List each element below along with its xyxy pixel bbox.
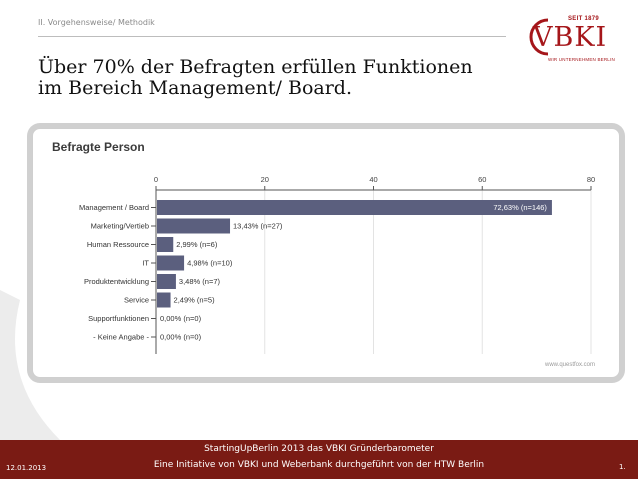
chart-watermark: www.questfox.com [545, 362, 596, 368]
bar [157, 218, 231, 234]
logo-tagline: WIR UNTERNEHMEN BERLIN [548, 57, 615, 62]
data-label: 0,00% (n=0) [160, 333, 202, 342]
data-label: 4,98% (n=10) [187, 259, 233, 268]
section-label: II. Vorgehensweise/ Methodik [38, 18, 155, 27]
logo-since: SEIT 1879 [568, 16, 600, 22]
footer-line-2: Eine Initiative von VBKI und Weberbank d… [153, 460, 485, 470]
category-label: - Keine Angabe - [93, 333, 149, 342]
x-tick-label: 20 [261, 175, 269, 184]
footer-line-1: StartingUpBerlin 2013 das VBKI Gründerba… [204, 444, 434, 454]
data-label: 2,99% (n=6) [176, 240, 218, 249]
vbki-logo-icon [529, 18, 549, 56]
bar [157, 200, 552, 215]
data-label: 0,00% (n=0) [160, 314, 202, 323]
x-tick-label: 60 [478, 175, 486, 184]
data-label: 3,48% (n=7) [179, 277, 221, 286]
category-label: Service [124, 296, 149, 305]
category-label: Supportfunktionen [88, 314, 149, 323]
header-divider [38, 36, 506, 37]
page-number: 1. [619, 463, 626, 471]
category-label: Produktentwicklung [84, 277, 149, 286]
category-label: Human Ressource [87, 240, 149, 249]
page-title-line-2: im Bereich Management/ Board. [38, 77, 353, 99]
x-tick-label: 80 [587, 175, 595, 184]
category-label: Management / Board [79, 203, 149, 212]
footer-bar [0, 440, 638, 479]
bar [157, 292, 171, 308]
bar [157, 274, 176, 289]
chart-title: Befragte Person [52, 140, 145, 154]
page-title: Über 70% der Befragten erfüllen Funktion… [38, 57, 473, 99]
data-label: 2,49% (n=5) [174, 296, 216, 305]
logo-text: VBKI [533, 22, 608, 53]
category-label: Marketing/Vertieb [91, 222, 149, 231]
data-label: 72,63% (n=146) [493, 203, 547, 212]
category-label: IT [142, 259, 149, 268]
bar [157, 237, 174, 252]
chart-panel [32, 128, 620, 378]
x-tick-label: 40 [369, 175, 377, 184]
bar [157, 255, 185, 271]
footer-date: 12.01.2013 [6, 464, 47, 472]
x-tick-label: 0 [154, 175, 158, 184]
page-title-line-1: Über 70% der Befragten erfüllen Funktion… [38, 56, 473, 78]
data-label: 13,43% (n=27) [233, 222, 283, 231]
